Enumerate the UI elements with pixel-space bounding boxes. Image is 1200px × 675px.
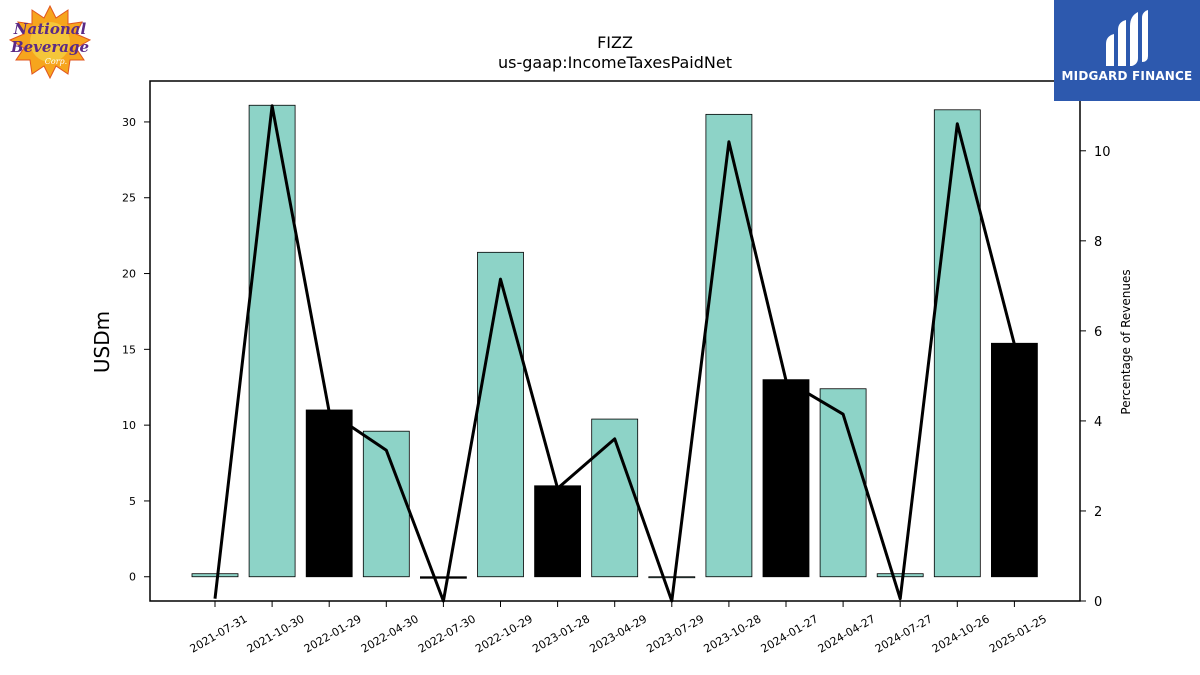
bar-2021-07-31 bbox=[191, 573, 239, 578]
chart-subtitle: us-gaap:IncomeTaxesPaidNet bbox=[498, 53, 732, 72]
y-tick-label: 5 bbox=[129, 495, 136, 508]
midgard-finance-logo: MIDGARD FINANCE bbox=[1054, 0, 1200, 101]
x-tick-label: 2023-07-29 bbox=[644, 612, 706, 655]
bar-2022-01-29 bbox=[305, 409, 353, 578]
bar-2022-07-30 bbox=[419, 576, 467, 579]
midgard-emblem-icon bbox=[1106, 10, 1148, 66]
y2-tick-label: 6 bbox=[1094, 325, 1102, 340]
y-tick-label: 20 bbox=[122, 268, 136, 281]
y-tick-label: 25 bbox=[122, 192, 136, 205]
y2-tick-label: 0 bbox=[1094, 595, 1102, 610]
x-tick-label: 2021-07-31 bbox=[188, 612, 250, 655]
x-tick-label: 2024-01-27 bbox=[759, 612, 821, 655]
bar-2021-10-30 bbox=[248, 104, 296, 578]
y-tick-label: 30 bbox=[122, 116, 136, 129]
bar-2024-07-27 bbox=[876, 573, 924, 578]
y-tick-label: 0 bbox=[129, 571, 136, 584]
x-tick-label: 2021-10-30 bbox=[245, 612, 307, 655]
bar-2023-04-29 bbox=[591, 418, 639, 578]
y2-tick-label: 4 bbox=[1094, 415, 1102, 430]
x-tick-label: 2022-10-29 bbox=[473, 612, 535, 655]
bar-2023-01-28 bbox=[534, 485, 581, 578]
bar-2024-01-27 bbox=[762, 379, 810, 578]
x-tick-label: 2024-10-26 bbox=[930, 612, 992, 655]
y-tick-label: 15 bbox=[122, 343, 136, 356]
pct-revenue-line bbox=[213, 104, 1016, 603]
bar-2024-04-27 bbox=[819, 388, 867, 578]
national-beverage-logo: National Beverage Corp. bbox=[4, 4, 96, 80]
chart-title: FIZZ bbox=[597, 33, 633, 52]
x-tick-label: 2023-04-29 bbox=[587, 612, 649, 655]
brand-name: MIDGARD FINANCE bbox=[1061, 69, 1193, 83]
x-tick-label: 2023-01-28 bbox=[530, 612, 592, 655]
x-tick-label: 2024-07-27 bbox=[873, 612, 935, 655]
svg-text:National: National bbox=[13, 20, 87, 38]
bar-2022-04-30 bbox=[362, 430, 410, 578]
y2-tick-label: 10 bbox=[1094, 145, 1111, 160]
y-axis-label: USDm bbox=[90, 311, 114, 373]
svg-text:Beverage: Beverage bbox=[10, 38, 89, 56]
x-tick-label: 2022-01-29 bbox=[302, 612, 364, 655]
bar-2023-07-29 bbox=[648, 576, 696, 579]
x-tick-label: 2022-04-30 bbox=[359, 612, 421, 655]
y2-tick-label: 8 bbox=[1094, 235, 1102, 250]
x-tick-label: 2023-10-28 bbox=[702, 612, 764, 655]
x-tick-label: 2025-01-25 bbox=[987, 612, 1049, 655]
bar-2024-10-26 bbox=[933, 109, 981, 578]
y2-tick-label: 2 bbox=[1094, 505, 1102, 520]
y2-axis-label: Percentage of Revenues bbox=[1119, 269, 1133, 414]
svg-text:Corp.: Corp. bbox=[45, 57, 67, 66]
x-tick-label: 2022-07-30 bbox=[416, 612, 478, 655]
y-tick-label: 10 bbox=[122, 419, 136, 432]
x-tick-label: 2024-04-27 bbox=[816, 612, 878, 655]
bar-2022-10-29 bbox=[477, 251, 524, 578]
bar-2025-01-25 bbox=[991, 342, 1038, 578]
plot-area bbox=[191, 104, 1038, 603]
bar-2023-10-28 bbox=[705, 113, 753, 578]
